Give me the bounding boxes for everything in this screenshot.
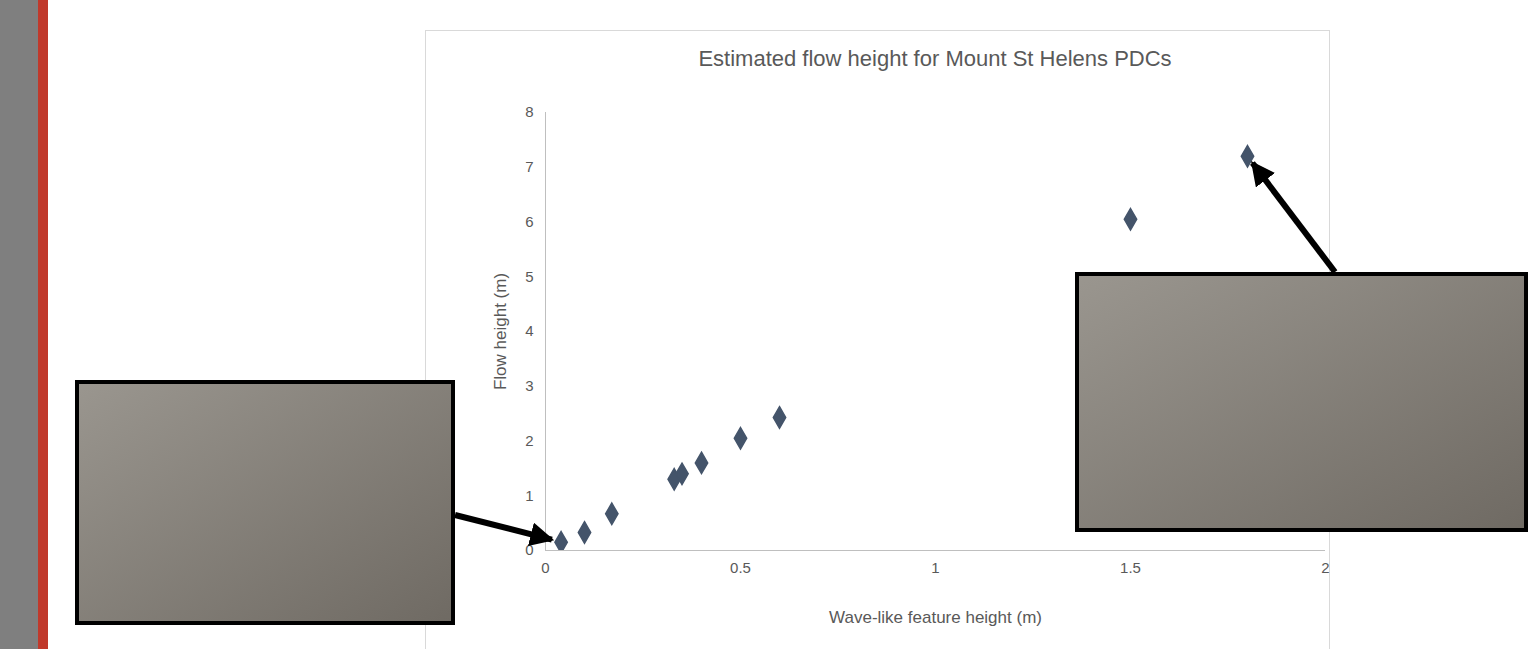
- svg-text:5: 5: [525, 268, 533, 285]
- svg-text:4: 4: [525, 322, 533, 339]
- svg-text:6: 6: [525, 213, 533, 230]
- svg-text:8: 8: [525, 103, 533, 120]
- svg-text:0: 0: [541, 559, 549, 576]
- svg-text:Flow height (m): Flow height (m): [491, 273, 510, 390]
- svg-text:2: 2: [1321, 559, 1329, 576]
- svg-text:1.5: 1.5: [1120, 559, 1141, 576]
- svg-text:3: 3: [525, 377, 533, 394]
- svg-text:0.5: 0.5: [730, 559, 751, 576]
- svg-text:Wave-like feature height (m): Wave-like feature height (m): [829, 608, 1042, 627]
- svg-text:1: 1: [525, 487, 533, 504]
- svg-text:2: 2: [525, 432, 533, 449]
- svg-text:7: 7: [525, 158, 533, 175]
- svg-text:1: 1: [931, 559, 939, 576]
- svg-text:0: 0: [525, 541, 533, 558]
- html-text:Estimated flow height for Moun: Estimated flow height for Mount St Helen…: [698, 46, 1172, 71]
